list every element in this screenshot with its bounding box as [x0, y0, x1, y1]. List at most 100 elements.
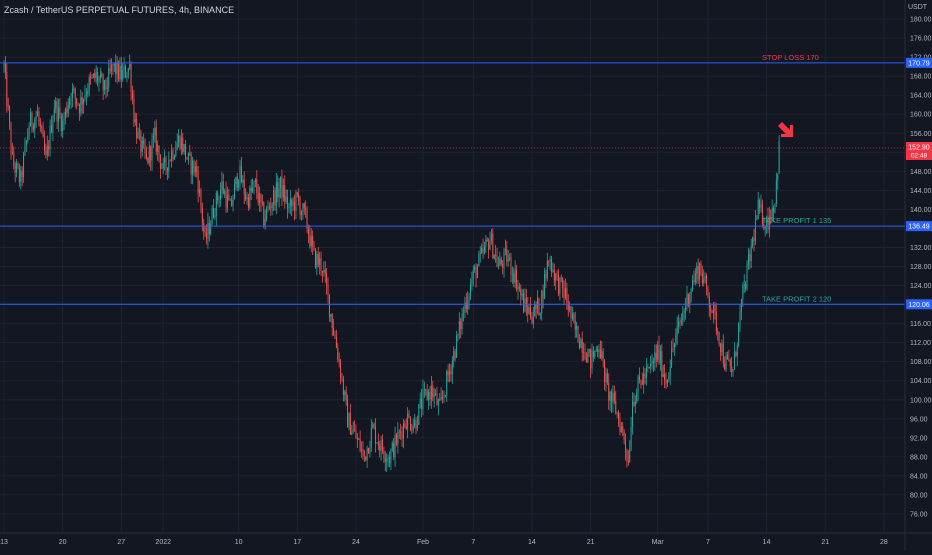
candle-body	[597, 349, 599, 353]
candle-body	[49, 125, 51, 150]
candle-body	[650, 363, 652, 367]
candle-body	[634, 401, 636, 406]
candle-body	[268, 206, 270, 208]
current-price-text: 152.90	[908, 145, 930, 152]
candle-body	[394, 434, 396, 458]
candle-body	[66, 108, 68, 114]
candle-body	[476, 266, 478, 279]
candle-body	[154, 127, 156, 136]
candle-body	[236, 176, 238, 188]
candle-body	[383, 451, 385, 459]
candle-body	[588, 348, 590, 353]
x-tick-label: 24	[352, 539, 360, 546]
candle-body	[108, 68, 110, 87]
candle-body	[626, 450, 628, 461]
candle-body	[562, 277, 564, 288]
candle-body	[556, 273, 558, 275]
candle-body	[738, 322, 740, 346]
candle-body	[742, 286, 744, 299]
y-tick-label: 116.00	[910, 321, 931, 328]
candle-body	[305, 208, 307, 210]
candle-body	[439, 399, 441, 401]
candle-body	[10, 123, 12, 152]
candle-body	[767, 216, 769, 230]
candle-body	[349, 413, 351, 435]
candle-body	[426, 390, 428, 400]
candle-body	[289, 199, 291, 207]
candle-body	[381, 439, 383, 452]
candle-body	[774, 203, 776, 213]
candle-body	[770, 216, 772, 220]
candle-body	[99, 74, 101, 79]
candle-body	[113, 62, 115, 66]
y-tick-label: 80.00	[910, 492, 928, 499]
candle-body	[6, 71, 8, 106]
candle-body	[598, 349, 600, 353]
candle-body	[217, 192, 219, 201]
candle-body	[380, 439, 382, 451]
candle-body	[564, 288, 566, 298]
candle-body	[203, 222, 205, 232]
candle-body	[245, 194, 247, 200]
candle-body	[400, 431, 402, 433]
candle-body	[485, 239, 487, 247]
candle-body	[70, 98, 72, 100]
candle-body	[14, 165, 16, 173]
candle-body	[754, 220, 756, 242]
candle-body	[608, 383, 610, 401]
candle-body	[659, 351, 661, 363]
candle-body	[109, 68, 111, 71]
candle-body	[777, 173, 779, 181]
candle-body	[645, 367, 647, 379]
candle-body	[693, 280, 695, 282]
candle-body	[9, 107, 11, 124]
candle-body	[676, 326, 678, 335]
candle-body	[73, 88, 75, 90]
y-tick-label: 112.00	[910, 340, 931, 347]
candle-body	[192, 160, 194, 175]
candle-body	[405, 426, 407, 429]
candle-body	[387, 457, 389, 460]
candle-body	[502, 263, 504, 268]
candle-body	[721, 343, 723, 353]
candle-body	[77, 103, 79, 105]
candle-body	[74, 88, 76, 99]
candle-body	[92, 73, 94, 77]
candle-body	[85, 94, 87, 96]
candle-body	[750, 245, 752, 261]
time-axis[interactable]: 13 20 27 2022 10 17 24 Feb 7 14 21 Mar 7 14 21 28	[0, 532, 932, 546]
candle-body	[492, 233, 494, 259]
x-tick-label: 17	[293, 539, 301, 546]
candle-body	[606, 373, 608, 384]
candle-body	[267, 206, 269, 209]
candle-body	[28, 126, 30, 136]
candle-body	[729, 361, 731, 367]
candle-body	[323, 269, 325, 273]
candle-body	[416, 424, 418, 429]
candle-body	[622, 426, 624, 431]
candle-body	[180, 137, 182, 149]
candle-body	[259, 193, 261, 203]
y-tick-label: 108.00	[910, 359, 932, 366]
candle-body	[668, 376, 670, 380]
candle-body	[94, 73, 96, 78]
candle-body	[200, 189, 202, 208]
candle-body	[215, 192, 217, 216]
y-tick-label: 160.00	[910, 112, 932, 119]
candle-body	[619, 419, 621, 432]
candle-body	[478, 254, 480, 267]
level-label: TAKE PROFIT 2 120	[762, 294, 831, 303]
x-tick-label: 14	[528, 539, 536, 546]
candle-body	[296, 192, 298, 195]
horizontal-lines[interactable]: STOP LOSS 170 TAKE PROFIT 1 135 TAKE PROFI…	[0, 53, 905, 305]
candle-body	[182, 137, 184, 153]
candle-body	[611, 391, 613, 403]
candle-body	[372, 424, 374, 428]
candle-body	[759, 200, 761, 208]
candle-body	[37, 111, 39, 117]
candle-body	[46, 146, 48, 156]
candle-body	[208, 222, 210, 235]
